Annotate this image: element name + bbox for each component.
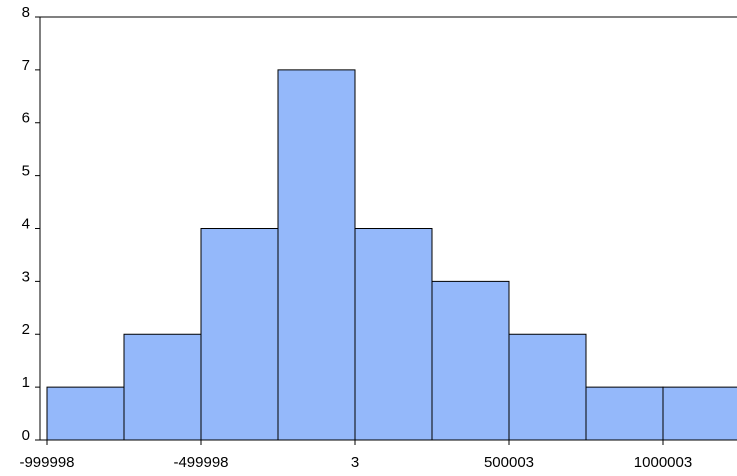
y-tick-label: 4 [22,215,30,232]
y-tick-label: 6 [22,110,30,127]
bar [508,333,587,441]
y-tick-label: 1 [22,374,30,391]
bars [46,69,737,441]
bar [200,228,279,441]
x-tick-label: -999998 [19,454,74,471]
y-tick-label: 8 [22,4,30,21]
bar [585,386,664,441]
bar [431,280,510,441]
x-tick-label: 500003 [484,454,534,471]
x-tick-label: 1000003 [634,454,692,471]
y-tick-label: 7 [22,57,30,74]
bar [354,228,433,441]
x-tick-label: 3 [351,454,359,471]
bar [46,386,125,441]
bar [662,386,737,441]
x-tick-label: -499998 [173,454,228,471]
y-tick-label: 2 [22,321,30,338]
bar [123,333,202,441]
y-tick-label: 3 [22,268,30,285]
y-tick-label: 5 [22,163,30,180]
bar [277,69,356,441]
y-tick-label: 0 [22,427,30,444]
